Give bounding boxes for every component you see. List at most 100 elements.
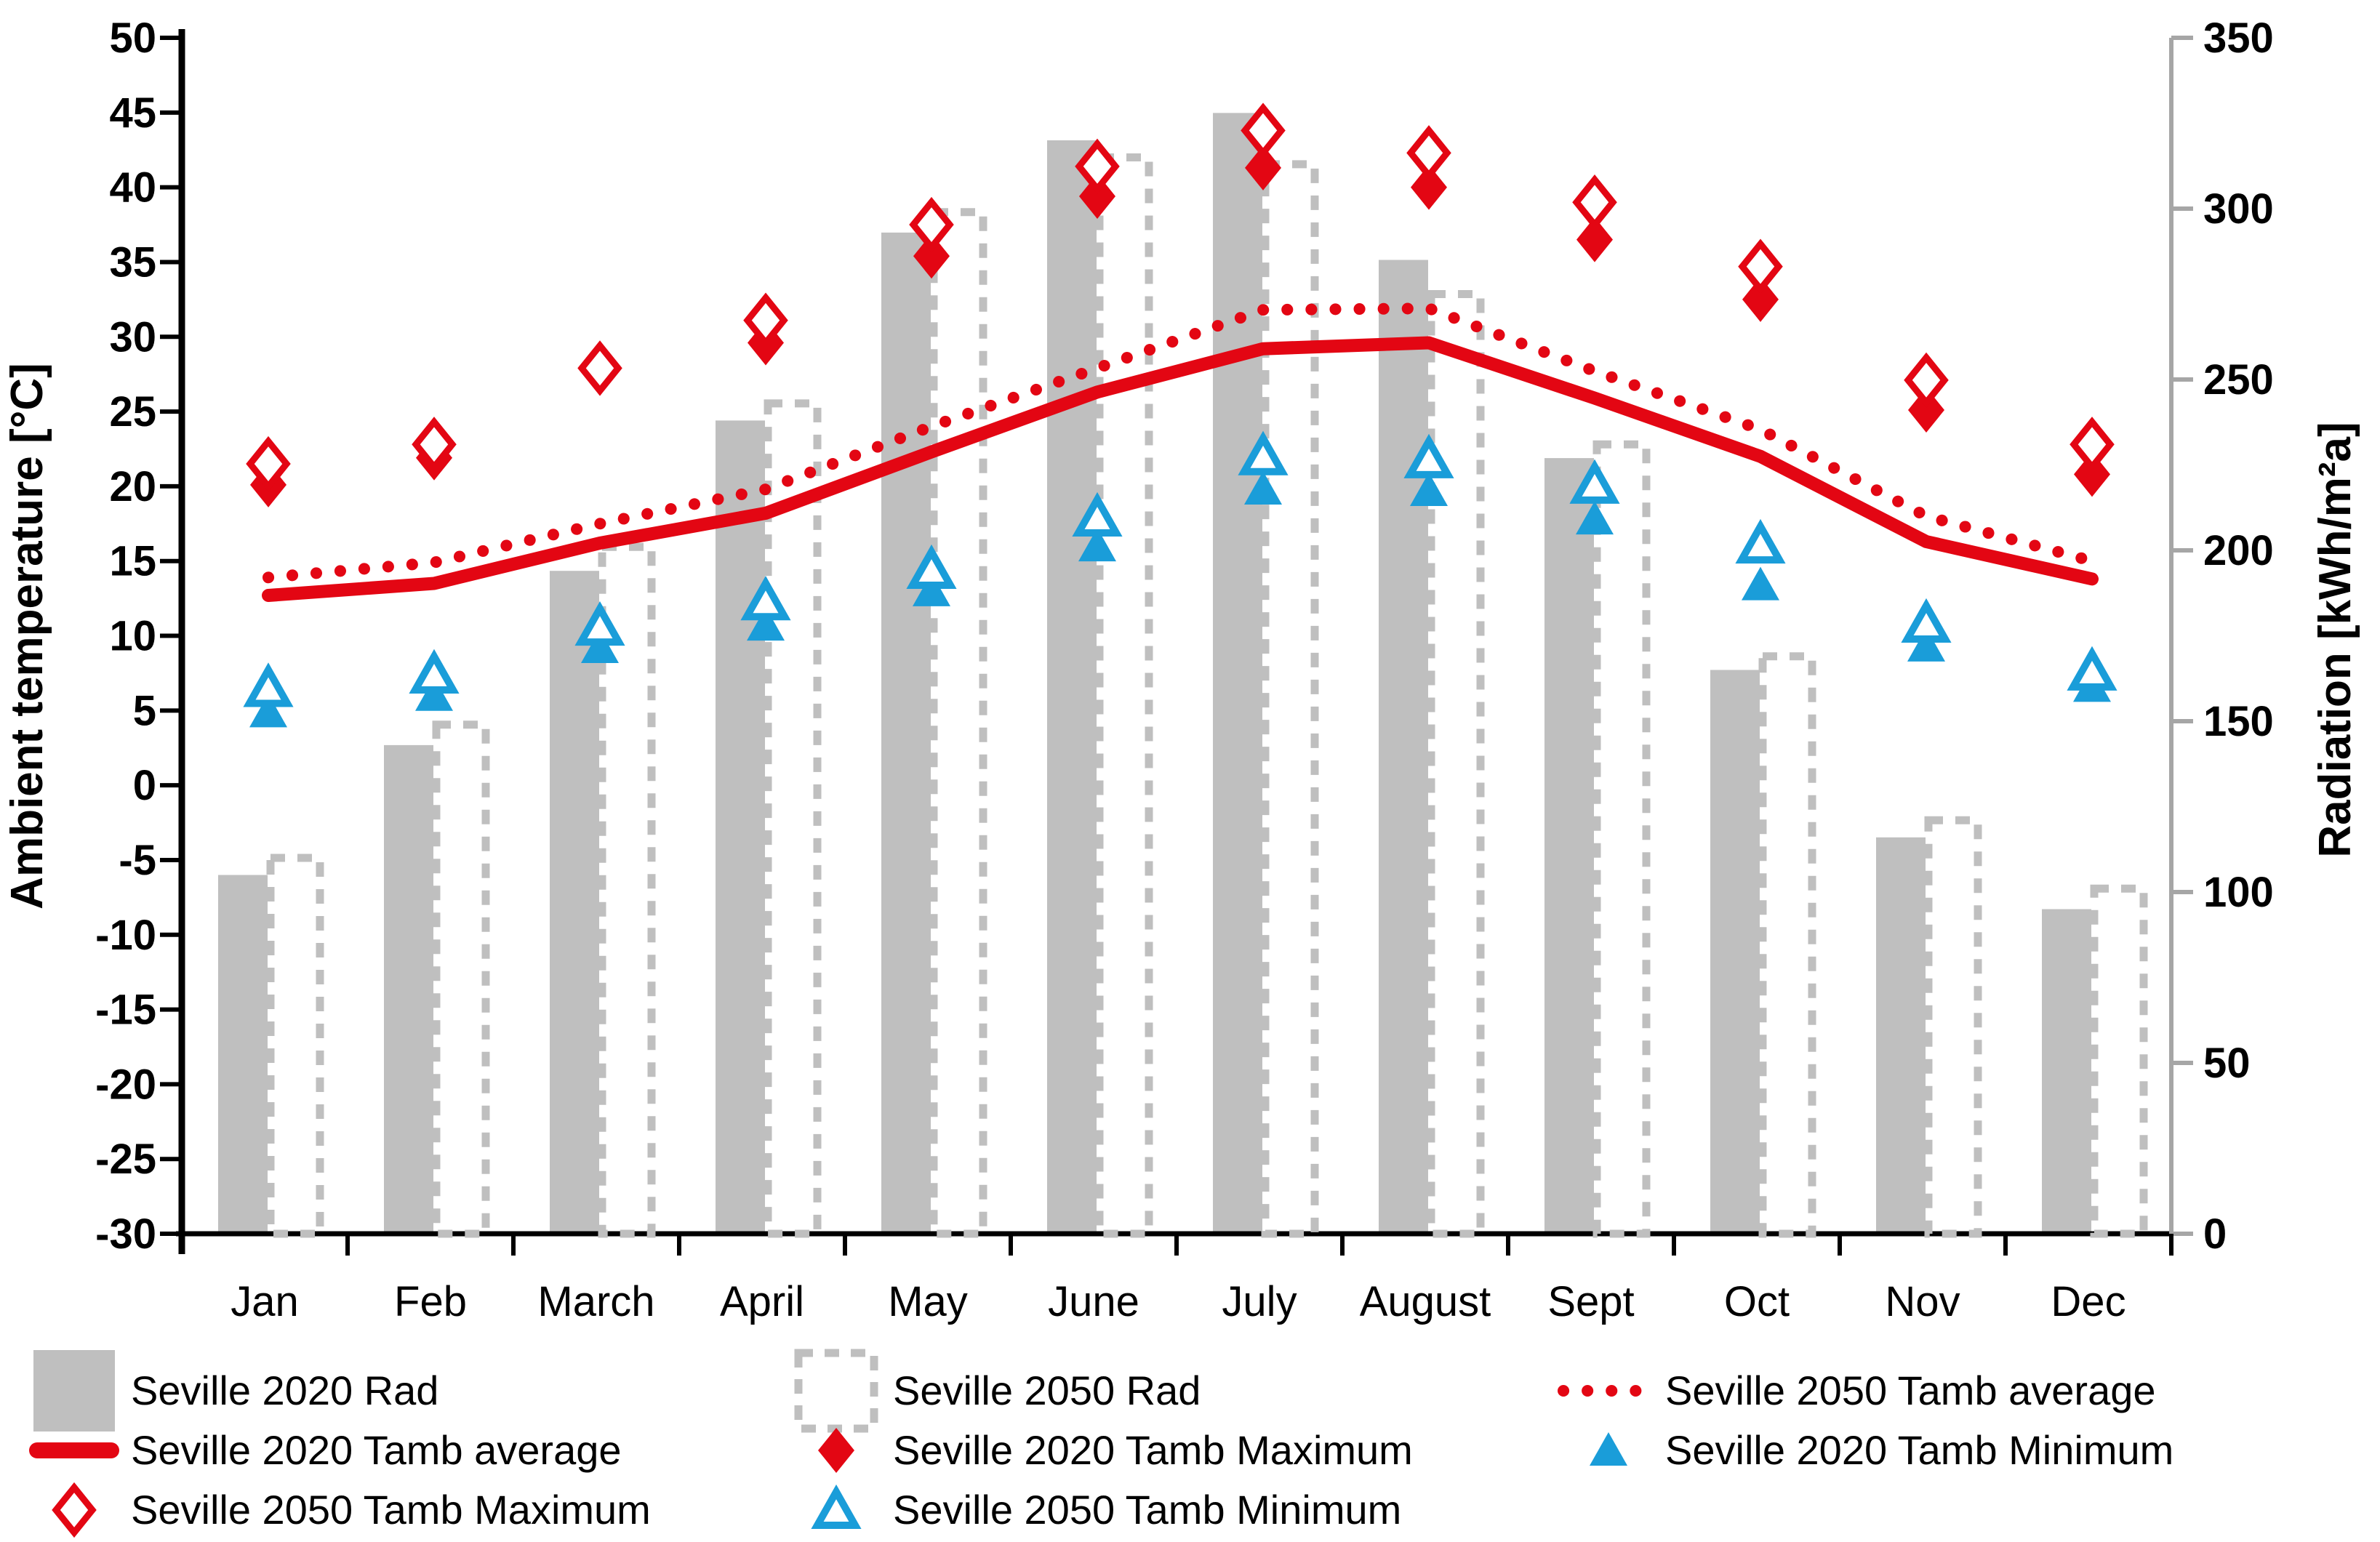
month-label-feb: Feb <box>394 1278 467 1325</box>
seville-2050-tamb-maximum-april <box>743 292 788 348</box>
seville-2050-tamb-minimum-nov <box>1901 598 1952 643</box>
seville-2020-rad-bar-april <box>716 420 765 1234</box>
seville-2050-rad-bar-april <box>764 399 822 1238</box>
seville-2020-tamb-average-line <box>262 336 2099 602</box>
legend-label: Seville 2050 Tamb average <box>1665 1368 2156 1413</box>
seville-2050-tamb-minimum-may <box>906 544 957 590</box>
left-tick-label: -25 <box>95 1136 156 1183</box>
seville-2050-tamb-maximum-june <box>1075 138 1120 195</box>
seville-2050-rad-bar-jan <box>266 854 324 1238</box>
right-tick-label: 350 <box>2203 15 2274 62</box>
scatter-markers <box>243 103 2117 728</box>
seville-2020-rad-bar-oct <box>1710 670 1760 1234</box>
seville-2050-rad-bar-august <box>1427 290 1485 1238</box>
seville-2050-tamb-minimum-oct <box>1735 518 1786 564</box>
seville-2020-tamb-minimum-march <box>581 629 619 663</box>
seville-2050-tamb-minimum-feb <box>409 648 460 694</box>
seville-2020-rad-bar-march <box>550 571 599 1234</box>
legend-swatch-dashed-bar <box>794 1349 878 1433</box>
legend-label: Seville 2020 Tamb average <box>131 1427 622 1473</box>
seville-2020-rad-bar-june <box>1047 140 1097 1234</box>
seville-2050-tamb-minimum-june <box>1072 491 1123 537</box>
month-label-march: March <box>537 1278 654 1325</box>
left-tick-label: -10 <box>95 912 156 959</box>
month-label-dec: Dec <box>2051 1278 2125 1325</box>
seville-2050-tamb-minimum-august <box>1403 433 1454 478</box>
seville-2020-tamb-minimum-june <box>1078 528 1116 562</box>
seville-2050-rad-bar-dec <box>2090 884 2148 1238</box>
seville-2020-tamb-maximum-sept <box>1576 217 1613 262</box>
right-tick-label: 50 <box>2203 1040 2251 1087</box>
seville-2020-rad-bar-may <box>881 232 931 1234</box>
seville-2050-tamb-maximum-july <box>1241 103 1286 158</box>
seville-2020-tamb-maximum-july <box>1245 145 1281 190</box>
seville-2050-tamb-maximum-oct <box>1738 238 1783 294</box>
left-tick-label: 30 <box>109 313 156 361</box>
month-label-jan: Jan <box>231 1278 299 1325</box>
legend-item-seville-2050-rad: Seville 2050 Rad <box>794 1349 1201 1433</box>
seville-2020-tamb-minimum-july <box>1244 470 1282 505</box>
right-tick-label: 250 <box>2203 356 2274 403</box>
average-lines <box>262 302 2099 602</box>
right-tick-label: 300 <box>2203 185 2274 233</box>
legend-item-seville-2050-tamb-average: Seville 2050 Tamb average <box>1558 1368 2156 1413</box>
seville-2050-rad-bar-sept <box>1592 440 1651 1238</box>
right-axis-title: Radiation [kWh/m²a] <box>2310 422 2360 857</box>
seville-2050-tamb-maximum-jan <box>246 435 291 492</box>
month-label-august: August <box>1360 1278 1491 1325</box>
left-tick-label: 40 <box>109 164 156 212</box>
seville-2020-rad-bar-dec <box>2042 909 2091 1234</box>
legend-label: Seville 2050 Tamb Minimum <box>893 1487 1401 1533</box>
seville-2020-rad-bar-sept <box>1544 458 1594 1234</box>
seville-2020-rad-bar-jan <box>218 875 268 1234</box>
legend-item-seville-2020-tamb-average: Seville 2020 Tamb average <box>29 1427 622 1473</box>
seville-2020-tamb-minimum-feb <box>415 677 453 711</box>
seville-2020-tamb-maximum-nov <box>1908 387 1944 433</box>
left-tick-label: 20 <box>109 463 156 510</box>
seville-2020-tamb-maximum-june <box>1079 173 1115 219</box>
seville-2050-tamb-minimum-april <box>740 576 791 621</box>
seville-2050-rad-bar-nov <box>1924 816 1982 1238</box>
seville-2050-rad-bar-june <box>1095 153 1153 1238</box>
seville-2050-tamb-maximum-march <box>577 340 622 396</box>
left-tick-label: 45 <box>109 89 156 137</box>
seville-2050-tamb-maximum-dec <box>2070 417 2115 473</box>
legend-item-seville-2020-tamb-minimum: Seville 2020 Tamb Minimum <box>1590 1427 2173 1473</box>
left-tick-label: 15 <box>109 538 156 585</box>
seville-2020-rad-bar-nov <box>1876 837 1926 1234</box>
legend-label: Seville 2050 Rad <box>893 1368 1201 1413</box>
legend-label: Seville 2050 Tamb Maximum <box>131 1487 651 1533</box>
seville-2020-tamb-minimum-oct <box>1742 566 1779 601</box>
legend-item-seville-2020-tamb-maximum: Seville 2020 Tamb Maximum <box>818 1427 1413 1473</box>
legend-item-seville-2050-tamb-minimum: Seville 2050 Tamb Minimum <box>811 1484 1401 1533</box>
left-axis-title: Ambient temperature [°C] <box>2 363 52 909</box>
axis-labels: Ambient temperature [°C] Radiation [kWh/… <box>2 363 2360 909</box>
seville-2050-tamb-maximum-nov <box>1904 352 1949 409</box>
left-tick-label: -15 <box>95 987 156 1034</box>
seville-2020-tamb-minimum-jan <box>249 694 287 728</box>
seville-2050-tamb-minimum-dec <box>2067 646 2117 691</box>
right-tick-label: 150 <box>2203 698 2274 745</box>
right-tick-label: 100 <box>2203 869 2274 916</box>
seville-2020-tamb-minimum-april <box>747 607 785 641</box>
legend-swatch-open-triangle <box>811 1484 862 1529</box>
bar-series-2020-rad <box>218 113 2091 1234</box>
seville-2020-tamb-minimum-nov <box>1907 627 1945 662</box>
legend-label: Seville 2020 Tamb Minimum <box>1665 1427 2173 1473</box>
seville-2020-tamb-maximum-may <box>913 233 950 279</box>
month-label-june: June <box>1048 1278 1139 1325</box>
legend: Seville 2020 Rad Seville 2050 Rad Seville … <box>29 1349 2173 1538</box>
seville-2020-tamb-maximum-oct <box>1742 276 1779 322</box>
seville-2050-rad-bar-march <box>598 542 656 1238</box>
seville-2050-tamb-maximum-sept <box>1572 174 1617 230</box>
legend-swatch-filled-diamond <box>818 1428 854 1473</box>
right-tick-label: 0 <box>2203 1210 2227 1258</box>
legend-swatch-filled-triangle <box>1590 1432 1627 1466</box>
left-tick-label: 25 <box>109 388 156 435</box>
seville-2020-rad-bar-feb <box>384 744 433 1234</box>
seville-2050-rad-bar-july <box>1261 160 1319 1238</box>
seville-2050-tamb-maximum-may <box>909 196 954 253</box>
legend-label: Seville 2020 Rad <box>131 1368 438 1413</box>
